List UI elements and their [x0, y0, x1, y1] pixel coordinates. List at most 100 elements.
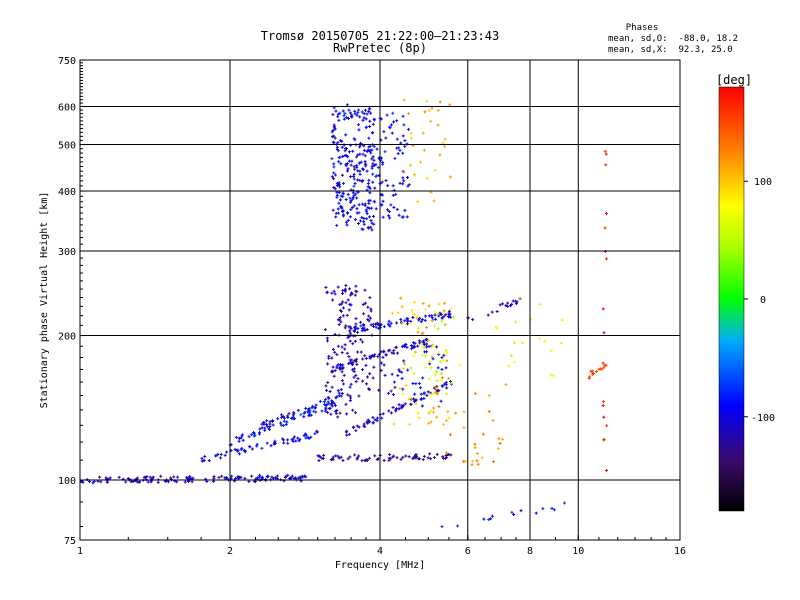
data-point — [370, 353, 374, 357]
data-point — [266, 474, 270, 478]
data-point — [387, 210, 391, 214]
data-point — [439, 399, 443, 403]
data-point — [335, 364, 339, 368]
data-point — [372, 365, 376, 369]
data-point — [357, 128, 361, 132]
data-point — [348, 111, 352, 115]
data-point — [423, 318, 427, 322]
data-point — [420, 317, 424, 321]
data-point — [462, 459, 466, 463]
data-point — [440, 316, 444, 320]
data-point — [265, 423, 269, 427]
data-point — [445, 386, 449, 390]
data-point — [345, 223, 349, 227]
data-point — [386, 391, 390, 395]
data-point — [425, 342, 429, 346]
data-point — [419, 160, 423, 164]
data-point — [440, 356, 444, 360]
data-point — [339, 455, 343, 459]
data-point — [404, 383, 408, 387]
data-point — [326, 395, 330, 399]
data-point — [166, 480, 170, 484]
data-point — [108, 476, 112, 480]
data-point — [361, 303, 365, 307]
data-point — [440, 319, 444, 323]
data-point — [336, 211, 340, 215]
data-point — [258, 475, 262, 479]
data-point — [344, 198, 348, 202]
data-point — [604, 211, 608, 215]
data-point — [438, 153, 442, 157]
data-point — [340, 392, 344, 396]
data-point — [362, 222, 366, 226]
y-tick-label: 400 — [58, 187, 76, 198]
data-point — [403, 319, 407, 323]
data-point — [303, 410, 307, 414]
data-point — [351, 149, 355, 153]
data-point — [332, 401, 336, 405]
data-point — [203, 454, 207, 458]
data-point — [409, 322, 413, 326]
data-point — [326, 339, 330, 343]
data-point — [135, 476, 139, 480]
data-point — [560, 341, 564, 345]
data-point — [279, 421, 283, 425]
data-point — [304, 436, 308, 440]
data-point — [355, 113, 359, 117]
data-point — [364, 363, 368, 367]
data-point — [332, 374, 336, 378]
data-point — [292, 417, 296, 421]
data-point — [400, 305, 404, 309]
data-point — [349, 327, 353, 331]
data-point — [343, 111, 347, 115]
data-point — [368, 125, 372, 129]
data-point — [432, 456, 436, 460]
data-point — [423, 365, 427, 369]
data-point — [406, 317, 410, 321]
data-point — [240, 434, 244, 438]
data-point — [380, 193, 384, 197]
data-point — [519, 509, 523, 513]
data-point — [353, 218, 357, 222]
data-point — [344, 164, 348, 168]
data-point — [430, 106, 434, 110]
data-point — [498, 303, 502, 307]
data-point — [313, 432, 317, 436]
data-point — [313, 406, 317, 410]
data-point — [602, 331, 606, 335]
data-point — [597, 367, 601, 371]
data-point — [307, 408, 311, 412]
data-point — [445, 392, 449, 396]
data-point — [286, 414, 290, 418]
data-point — [330, 157, 334, 161]
chart-subtitle: RwPretec (8p) — [333, 41, 427, 55]
data-point — [261, 420, 265, 424]
data-point — [355, 362, 359, 366]
data-point — [435, 391, 439, 395]
data-point — [443, 382, 447, 386]
data-point — [432, 410, 436, 414]
data-point — [250, 474, 254, 478]
data-point — [414, 382, 418, 386]
data-point — [406, 184, 410, 188]
data-point — [487, 518, 491, 522]
data-point — [416, 200, 420, 204]
data-point — [349, 382, 353, 386]
data-point — [284, 474, 288, 478]
data-point — [368, 372, 372, 376]
data-point — [437, 314, 441, 318]
data-point — [372, 158, 376, 162]
data-point — [338, 303, 342, 307]
data-point — [369, 307, 373, 311]
data-point — [351, 191, 355, 195]
y-axis-ticks: 75 100 200 300 400 500 600 750 — [58, 56, 85, 547]
data-point — [358, 152, 362, 156]
data-point — [448, 312, 452, 316]
data-point — [441, 422, 445, 426]
data-point — [501, 302, 505, 306]
data-point — [258, 427, 262, 431]
data-point — [368, 296, 372, 300]
data-point — [452, 315, 456, 319]
data-point — [352, 194, 356, 198]
data-point — [440, 525, 444, 529]
